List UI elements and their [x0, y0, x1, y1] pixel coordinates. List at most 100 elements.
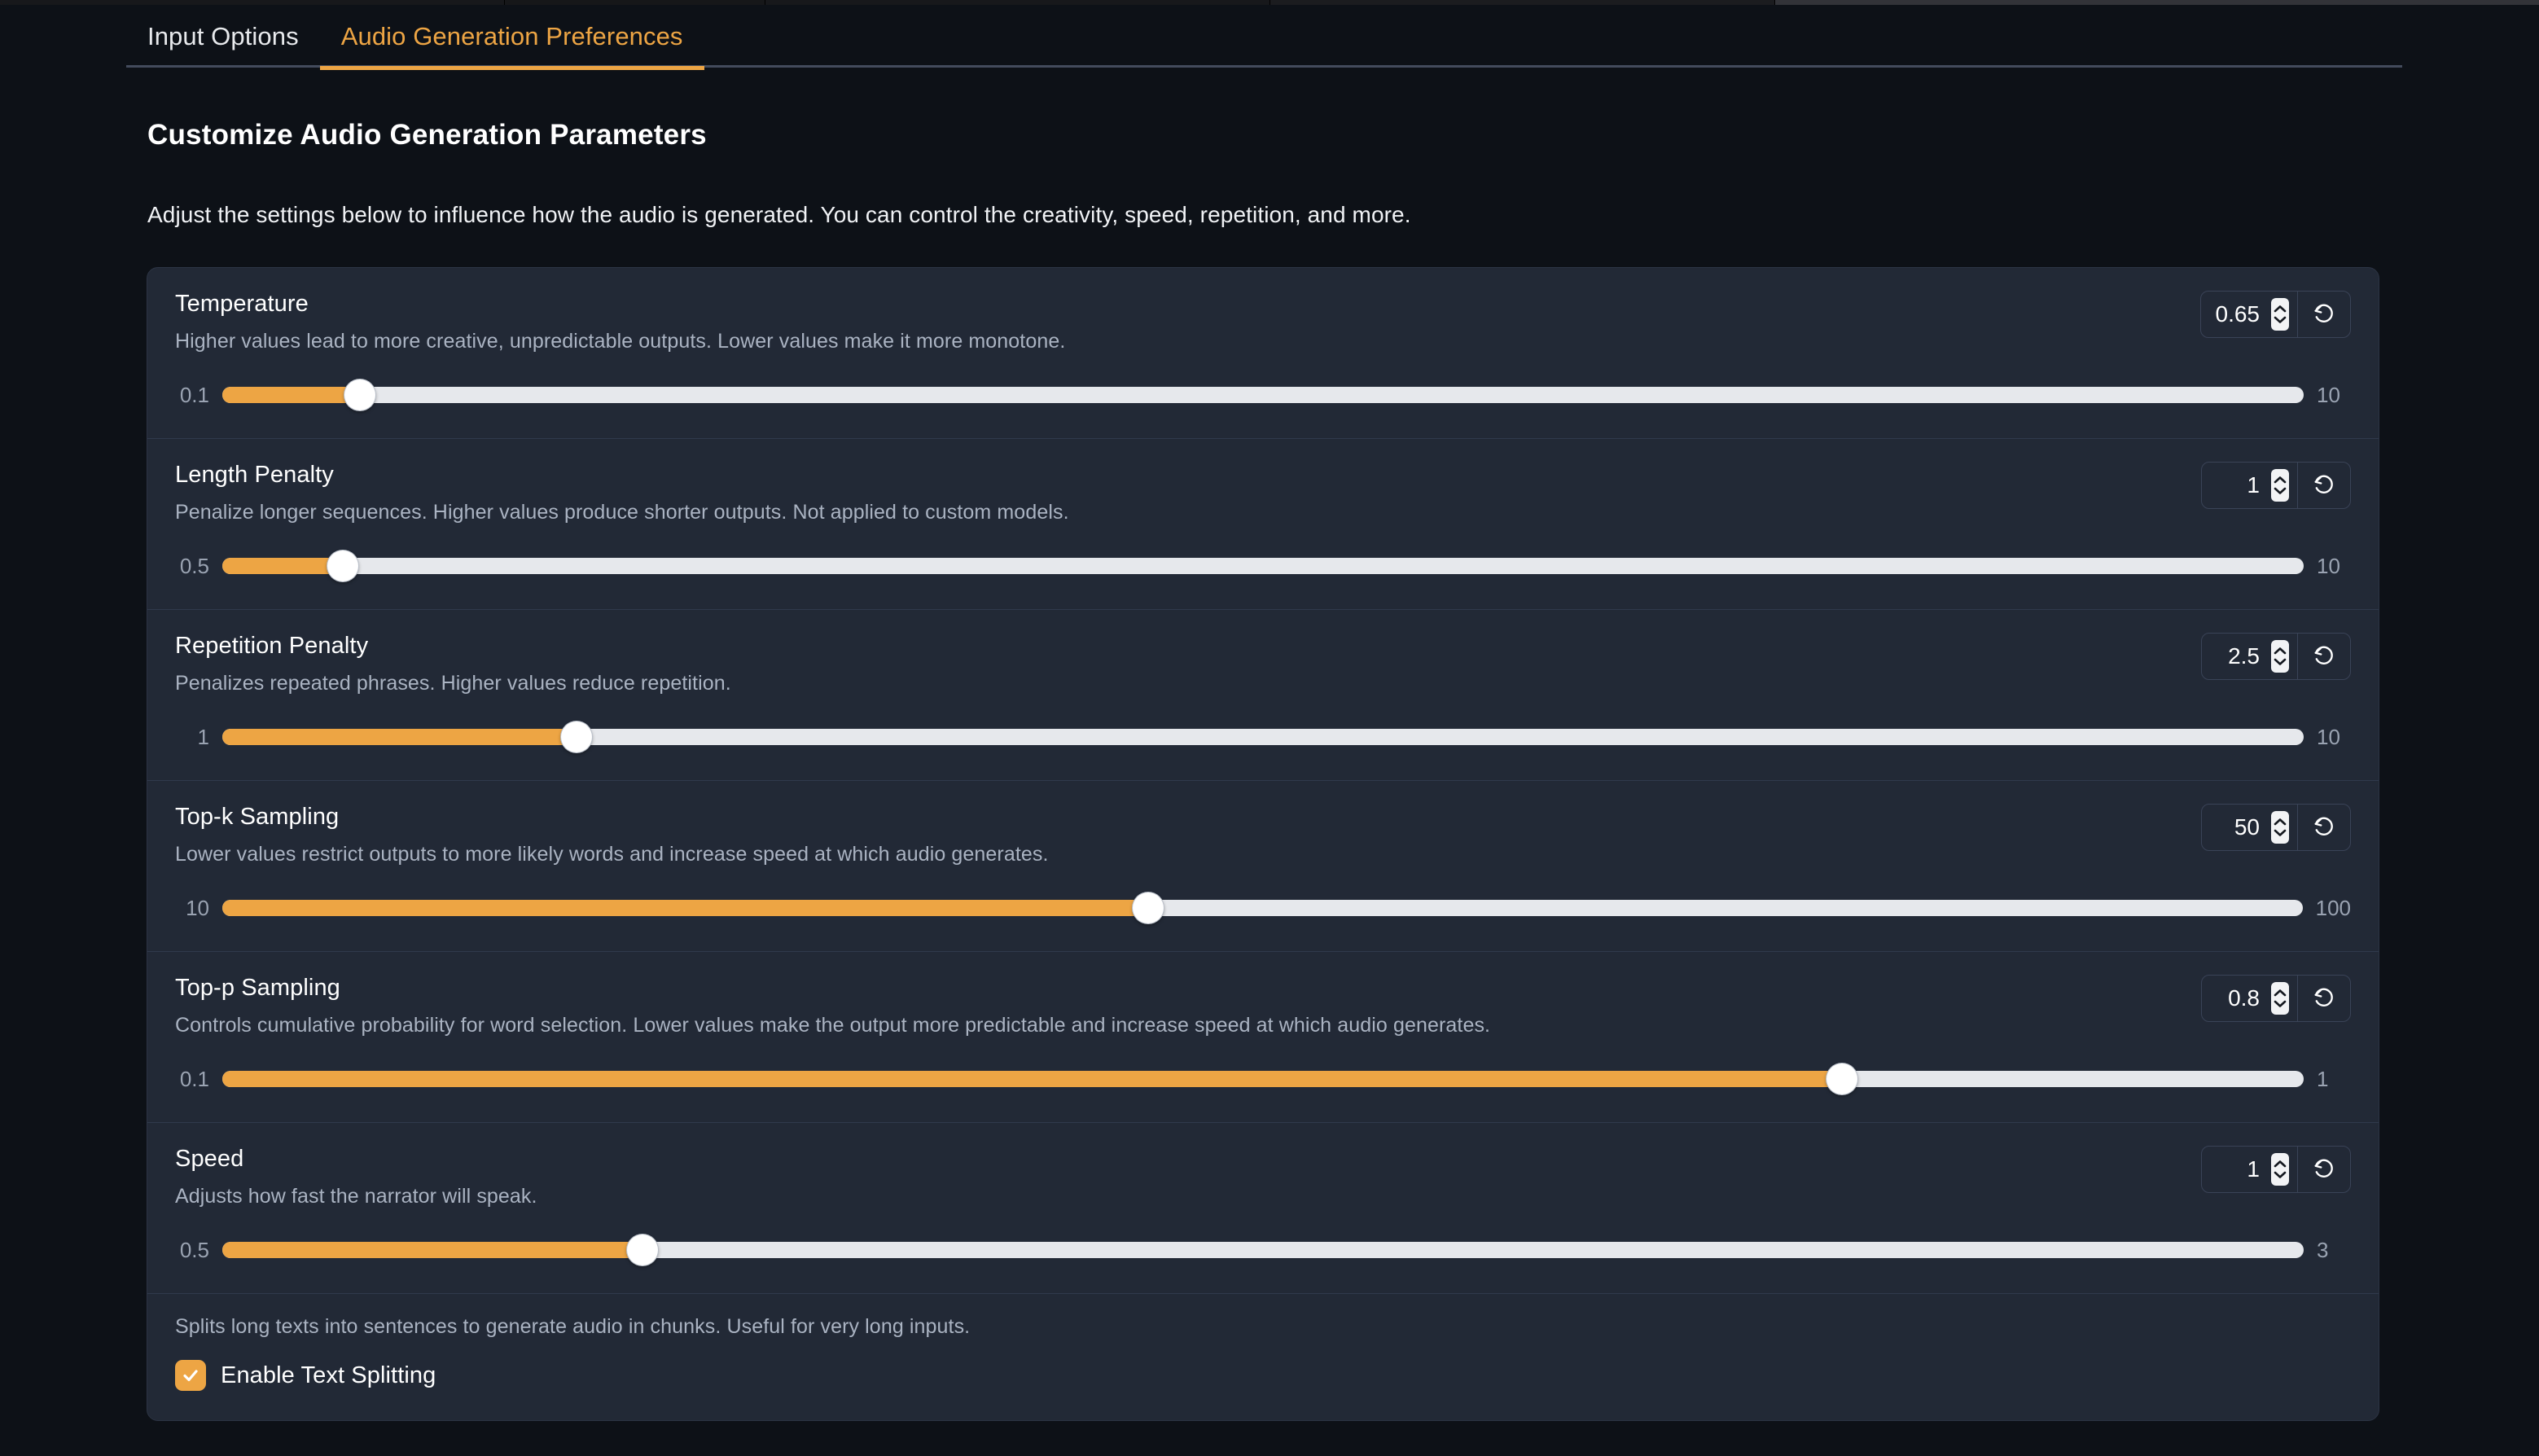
tab-audio-generation-preferences[interactable]: Audio Generation Preferences: [319, 5, 704, 70]
value-spinner[interactable]: [2271, 811, 2289, 844]
parameter-number-input[interactable]: 0.8: [2202, 976, 2298, 1021]
parameter-value-group: 1: [2201, 1146, 2351, 1193]
parameter-value: 0.65: [2215, 301, 2261, 327]
parameter-row: Temperature Higher values lead to more c…: [147, 268, 2379, 439]
value-spinner[interactable]: [2271, 1153, 2289, 1186]
parameter-number-input[interactable]: 2.5: [2202, 634, 2298, 679]
parameter-description: Lower values restrict outputs to more li…: [175, 843, 1049, 866]
parameter-slider-line: 1 10: [175, 721, 2351, 752]
reset-icon[interactable]: [2298, 976, 2350, 1021]
slider-max-label: 10: [2317, 382, 2340, 407]
parameter-description: Adjusts how fast the narrator will speak…: [175, 1185, 537, 1208]
text-splitting-description: Splits long texts into sentences to gene…: [175, 1315, 971, 1338]
slider-max-label: 10: [2317, 724, 2340, 749]
reset-icon[interactable]: [2298, 463, 2350, 508]
parameter-row: Repetition Penalty Penalizes repeated ph…: [147, 610, 2379, 781]
parameter-value-group: 0.65: [2199, 291, 2351, 338]
parameter-slider-line: 0.1 1: [175, 1063, 2351, 1094]
page-subtitle: Adjust the settings below to influence h…: [147, 202, 1411, 227]
parameter-name: Repetition Penalty: [175, 633, 369, 659]
parameter-value: 0.8: [2228, 985, 2260, 1011]
tab-label: Audio Generation Preferences: [340, 21, 683, 50]
tab-bar: Input Options Audio Generation Preferenc…: [126, 5, 2402, 70]
parameter-number-input[interactable]: 1: [2202, 1147, 2298, 1192]
parameter-row: Top-p Sampling Controls cumulative proba…: [147, 952, 2379, 1123]
parameter-number-input[interactable]: 50: [2202, 805, 2298, 850]
slider-min-label: 10: [186, 895, 209, 920]
enable-text-splitting-label: Enable Text Splitting: [221, 1362, 436, 1388]
parameter-slider-line: 0.1 10: [175, 379, 2351, 410]
parameter-row: Length Penalty Penalize longer sequences…: [147, 439, 2379, 610]
parameter-name: Speed: [175, 1146, 244, 1172]
reset-icon[interactable]: [2298, 805, 2350, 850]
value-spinner[interactable]: [2271, 298, 2289, 331]
parameter-slider[interactable]: [222, 379, 2304, 410]
slider-min-label: 0.1: [179, 1066, 209, 1091]
slider-min-label: 1: [197, 724, 209, 749]
parameter-name: Length Penalty: [175, 462, 334, 488]
browser-tab-segment: [1775, 0, 2539, 5]
browser-tab-segment: [765, 0, 1270, 5]
parameter-slider[interactable]: [222, 550, 2304, 581]
slider-fill: [222, 1071, 1842, 1087]
slider-min-label: 0.5: [179, 553, 209, 578]
slider-thumb[interactable]: [560, 721, 592, 752]
browser-tab-segment: [0, 0, 505, 5]
parameter-description: Higher values lead to more creative, unp…: [175, 330, 1066, 353]
slider-thumb[interactable]: [1132, 892, 1164, 923]
parameter-slider[interactable]: [222, 1235, 2304, 1265]
browser-tab-segment: [505, 0, 765, 5]
slider-max-label: 1: [2317, 1066, 2329, 1091]
slider-min-label: 0.5: [179, 1237, 209, 1262]
slider-thumb[interactable]: [327, 550, 359, 581]
value-spinner[interactable]: [2271, 469, 2289, 502]
reset-icon[interactable]: [2298, 634, 2350, 679]
reset-icon[interactable]: [2298, 292, 2350, 337]
parameter-number-input[interactable]: 0.65: [2201, 292, 2298, 337]
tab-input-options[interactable]: Input Options: [126, 5, 320, 68]
slider-max-label: 100: [2315, 895, 2351, 920]
parameter-name: Temperature: [175, 291, 309, 317]
slider-thumb[interactable]: [627, 1235, 659, 1265]
parameter-name: Top-k Sampling: [175, 804, 340, 830]
parameter-slider-line: 10 100: [175, 892, 2351, 923]
audio-parameters-panel: Temperature Higher values lead to more c…: [147, 267, 2379, 1421]
parameter-value-group: 1: [2201, 462, 2351, 509]
parameter-slider[interactable]: [222, 892, 2303, 923]
text-splitting-section: Splits long texts into sentences to gene…: [147, 1294, 2379, 1420]
slider-track[interactable]: [222, 387, 2304, 403]
slider-thumb[interactable]: [344, 379, 375, 410]
parameter-value-group: 0.8: [2201, 975, 2351, 1022]
parameter-description: Penalize longer sequences. Higher values…: [175, 501, 1069, 524]
slider-fill: [222, 729, 577, 745]
browser-tab-segment: [1270, 0, 1775, 5]
slider-max-label: 10: [2317, 553, 2340, 578]
slider-fill: [222, 900, 1148, 916]
reset-icon[interactable]: [2298, 1147, 2350, 1192]
slider-min-label: 0.1: [179, 382, 209, 407]
parameter-description: Controls cumulative probability for word…: [175, 1014, 1491, 1037]
parameter-slider[interactable]: [222, 721, 2304, 752]
slider-fill: [222, 1242, 643, 1258]
page-title: Customize Audio Generation Parameters: [147, 119, 707, 151]
parameter-value: 1: [2247, 472, 2260, 498]
value-spinner[interactable]: [2271, 640, 2289, 673]
browser-tab-strip: [0, 0, 2539, 5]
slider-track[interactable]: [222, 729, 2304, 745]
parameter-value-group: 50: [2201, 804, 2351, 851]
parameter-row: Speed Adjusts how fast the narrator will…: [147, 1123, 2379, 1294]
parameter-slider[interactable]: [222, 1063, 2304, 1094]
parameter-slider-line: 0.5 3: [175, 1235, 2351, 1265]
parameter-value: 50: [2234, 814, 2260, 840]
slider-track[interactable]: [222, 1242, 2304, 1258]
parameter-value: 2.5: [2228, 643, 2260, 669]
value-spinner[interactable]: [2271, 982, 2289, 1015]
enable-text-splitting-row[interactable]: Enable Text Splitting: [175, 1360, 2351, 1391]
parameter-number-input[interactable]: 1: [2202, 463, 2298, 508]
slider-max-label: 3: [2317, 1237, 2329, 1262]
slider-thumb[interactable]: [1826, 1063, 1857, 1094]
parameter-row: Top-k Sampling Lower values restrict out…: [147, 781, 2379, 952]
enable-text-splitting-checkbox[interactable]: [175, 1360, 206, 1391]
slider-fill: [222, 558, 344, 574]
slider-track[interactable]: [222, 558, 2304, 574]
